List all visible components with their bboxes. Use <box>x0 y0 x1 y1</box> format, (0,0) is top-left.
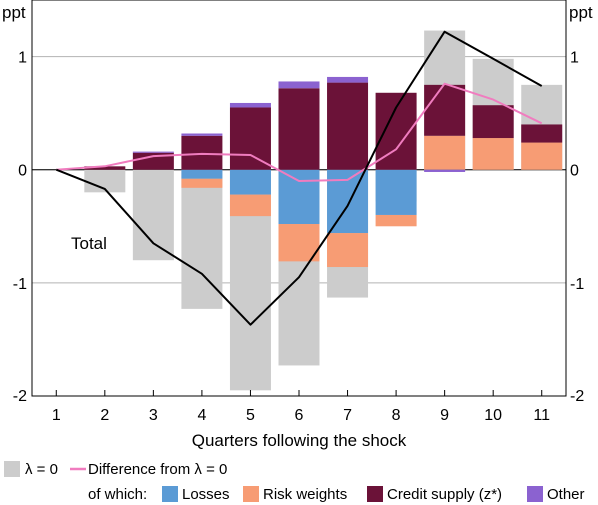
legend-swatch-credit <box>367 486 383 502</box>
y-tick-label-left: -1 <box>13 276 27 293</box>
bar-other <box>229 102 271 108</box>
bar-losses <box>278 169 320 225</box>
x-tick-label: 4 <box>197 407 206 424</box>
legend-label-risk: Risk weights <box>263 486 347 503</box>
x-tick-label: 9 <box>440 407 449 424</box>
y-tick-label-left: 0 <box>18 163 27 180</box>
bar-other <box>132 151 174 153</box>
bar-credit-supply-z <box>132 152 174 170</box>
bar-risk-weights <box>229 194 271 217</box>
x-tick-label: 8 <box>392 407 401 424</box>
bars <box>84 30 563 391</box>
x-tick-label: 10 <box>484 407 502 424</box>
lines <box>55 30 543 326</box>
bar-credit-supply-z <box>229 107 271 170</box>
bar-risk-weights <box>424 135 466 170</box>
x-tick-label: 1 <box>52 407 61 424</box>
x-tick-label: 3 <box>149 407 158 424</box>
bar-credit-supply-z <box>424 84 466 136</box>
bar-risk-weights <box>278 224 320 262</box>
legend-label-losses: Losses <box>182 486 230 503</box>
bar-losses <box>229 169 271 195</box>
legend-swatch-losses <box>162 486 178 502</box>
total-annotation: Total <box>71 234 107 253</box>
y-tick-label-right: -2 <box>570 388 584 405</box>
y-unit-left: ppt <box>2 3 26 22</box>
legend-prefix: of which: <box>88 486 147 503</box>
bar-lambda0 <box>132 169 174 261</box>
bar-other <box>278 81 320 89</box>
legend-label-difference: Difference from λ = 0 <box>88 461 227 478</box>
bar-risk-weights <box>472 138 514 170</box>
x-axis-label: Quarters following the shock <box>192 431 407 450</box>
bar-other <box>327 76 369 83</box>
legend-label-credit: Credit supply (z*) <box>387 486 502 503</box>
legend-swatch-lambda0 <box>4 461 20 477</box>
x-tick-label: 5 <box>246 407 255 424</box>
bar-credit-supply-z <box>521 124 563 143</box>
legend: λ = 0 Difference from λ = 0 of which: Lo… <box>4 461 585 503</box>
bar-risk-weights <box>521 142 563 170</box>
legend-swatch-other <box>527 486 543 502</box>
line-total <box>55 30 543 326</box>
bar-risk-weights <box>375 214 417 227</box>
y-tick-label-left: -2 <box>13 388 27 405</box>
y-unit-right: ppt <box>569 3 593 22</box>
x-tick-label: 7 <box>343 407 352 424</box>
x-tick-label: 11 <box>533 407 550 424</box>
y-tick-label-right: -1 <box>570 276 584 293</box>
x-tick-label: 2 <box>100 407 109 424</box>
bar-other <box>424 169 466 172</box>
legend-label-other: Other <box>547 486 585 503</box>
bar-risk-weights <box>181 178 223 188</box>
bar-losses <box>375 169 417 215</box>
bar-credit-supply-z <box>278 88 320 170</box>
bar-lambda0 <box>181 169 223 309</box>
y-tick-label-left: 1 <box>18 50 27 67</box>
bar-risk-weights <box>327 233 369 268</box>
legend-label-lambda0: λ = 0 <box>25 461 58 478</box>
x-tick-label: 6 <box>295 407 304 424</box>
legend-swatch-risk <box>243 486 259 502</box>
bar-losses <box>181 169 223 179</box>
line-difference <box>56 82 543 182</box>
tick-labels: 1 10 0-1 -1-2 -21 2 3 4 5 6 7 8 9 10 11 <box>13 50 585 424</box>
y-tick-label-right: 0 <box>570 163 579 180</box>
bar-credit-supply-z <box>181 135 223 170</box>
bar-credit-supply-z <box>84 166 126 170</box>
bar-other <box>181 133 223 136</box>
y-tick-label-right: 1 <box>570 50 579 67</box>
bar-credit-supply-z <box>472 105 514 139</box>
bar-credit-supply-z <box>327 82 369 170</box>
bar-lambda0 <box>84 169 126 193</box>
